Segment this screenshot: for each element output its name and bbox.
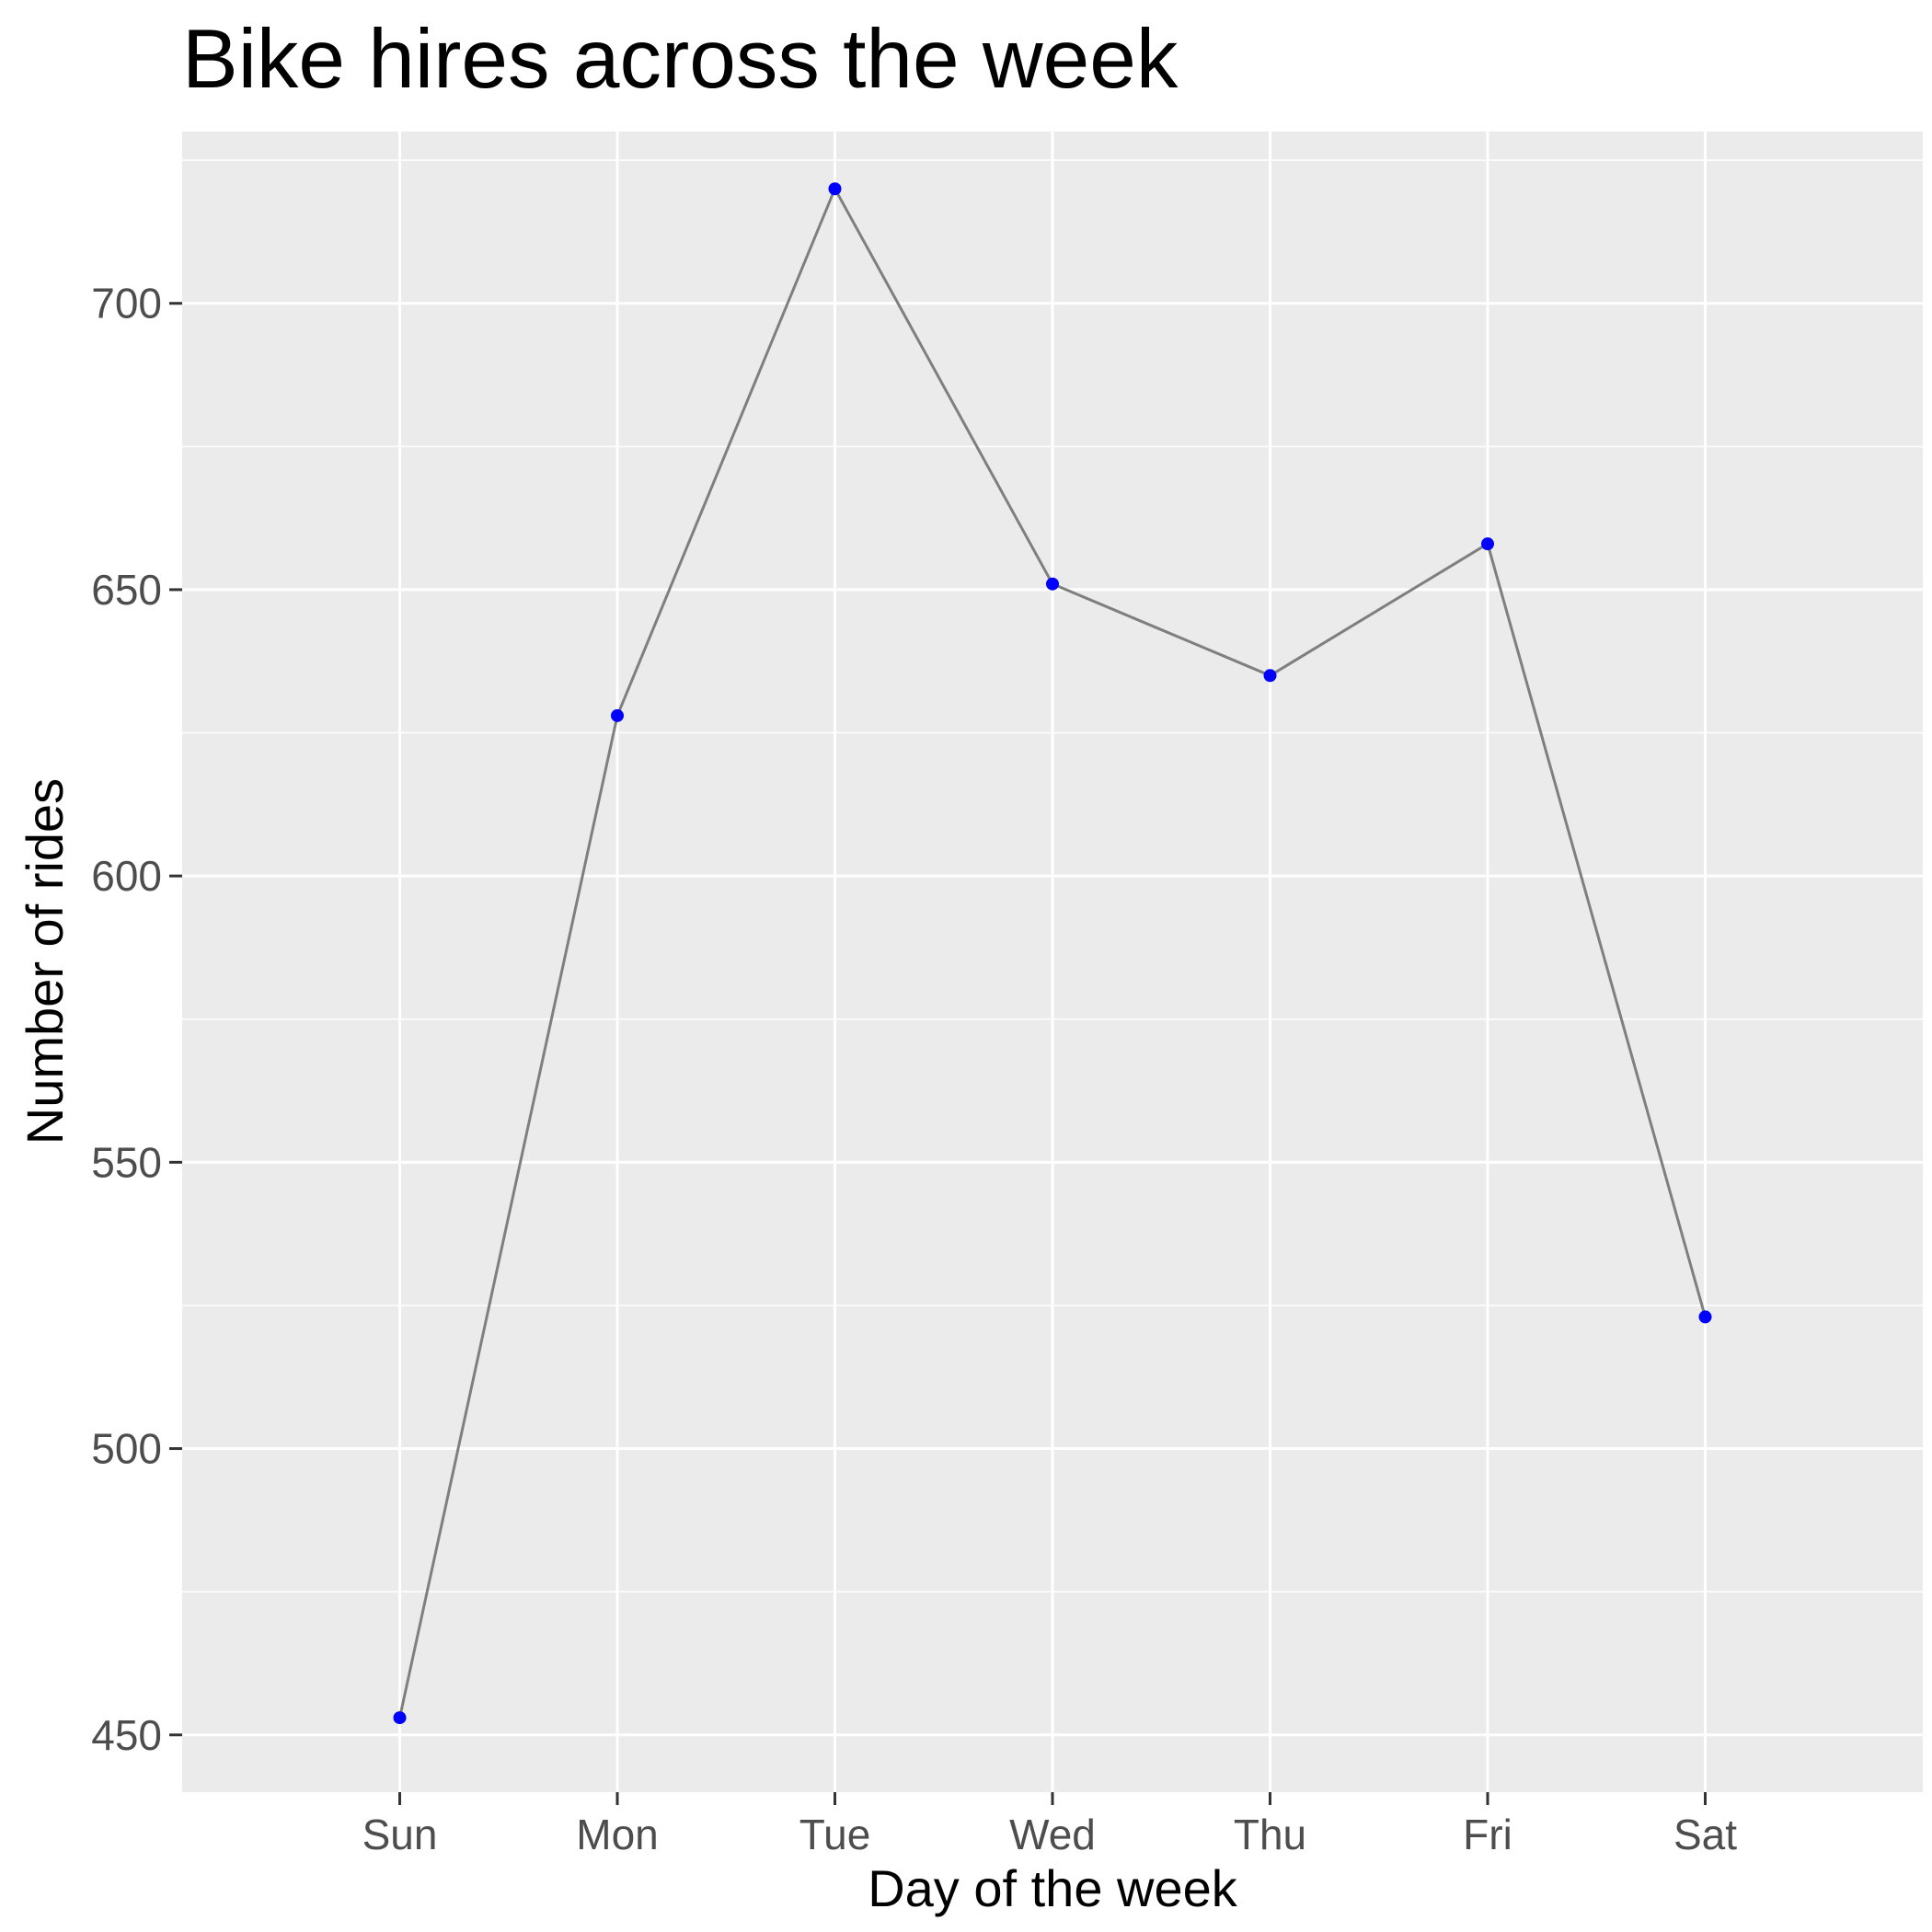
data-point — [1263, 669, 1277, 683]
series-layer — [393, 182, 1712, 1725]
y-tick-label: 650 — [91, 566, 162, 614]
x-tick-label: Thu — [1234, 1811, 1306, 1858]
x-tick-label: Sun — [362, 1811, 438, 1858]
x-tick-label: Tue — [799, 1811, 871, 1858]
y-tick-label: 550 — [91, 1138, 162, 1186]
tick-labels: 450 500 550 600 650 700 Sun Mon Tue Wed Thu Fri Sat — [91, 280, 1737, 1858]
data-point — [1481, 537, 1494, 551]
y-tick-label: 450 — [91, 1711, 162, 1759]
data-point — [393, 1711, 407, 1725]
x-tick-label: Mon — [576, 1811, 658, 1858]
data-point — [1046, 577, 1059, 591]
data-point — [828, 182, 842, 196]
x-tick-label: Fri — [1463, 1811, 1512, 1858]
axis-ticks — [169, 302, 1707, 1805]
y-axis-title: Number of rides — [16, 778, 74, 1144]
y-tick-label: 700 — [91, 280, 162, 328]
x-tick-label: Sat — [1673, 1811, 1737, 1858]
y-tick-label: 500 — [91, 1425, 162, 1473]
y-tick-label: 600 — [91, 852, 162, 900]
data-point — [611, 708, 624, 722]
x-tick-label: Wed — [1009, 1811, 1096, 1858]
chart-title: Bike hires across the week — [182, 13, 1179, 106]
data-point — [1698, 1310, 1712, 1324]
x-axis-title: Day of the week — [868, 1859, 1238, 1917]
